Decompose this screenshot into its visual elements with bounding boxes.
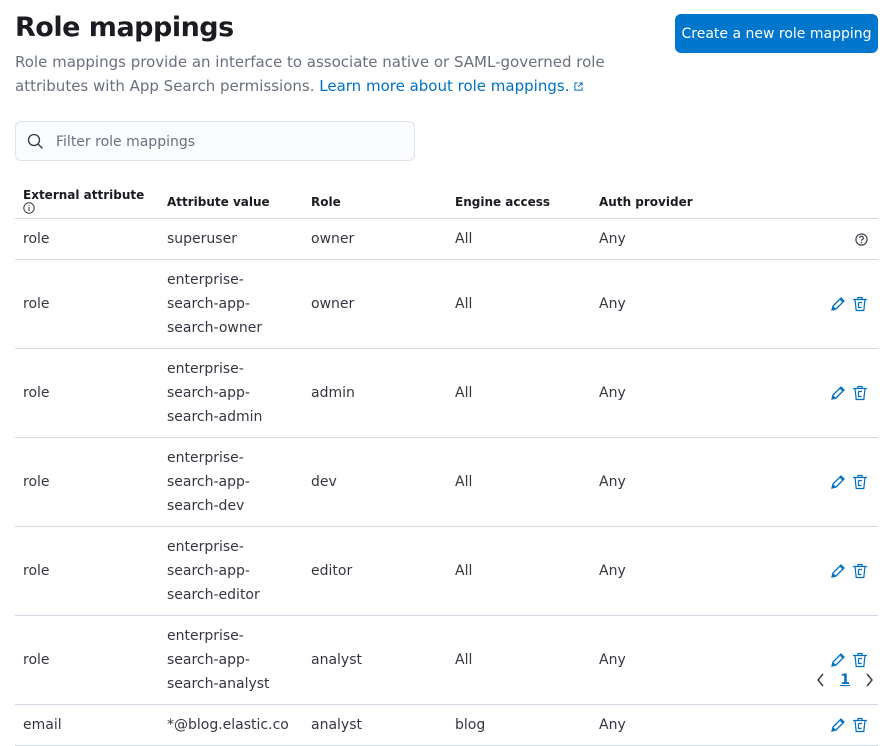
column-label: Role (311, 194, 341, 209)
page-title: Role mappings (15, 12, 234, 43)
row-actions (735, 259, 878, 349)
cell-attribute: email (15, 704, 159, 746)
learn-more-link[interactable]: Learn more about role mappings. (319, 77, 584, 95)
cell-provider: Any (591, 259, 735, 349)
info-icon[interactable] (23, 201, 35, 214)
cell-provider: Any (591, 526, 735, 616)
cell-attribute: role (15, 218, 159, 260)
cell-engines: All (447, 218, 591, 260)
cell-role: analyst (303, 704, 447, 746)
filter-role-mappings-input[interactable] (54, 122, 408, 162)
table-row: role enterprise-​search-​app-​search-​dev… (15, 437, 878, 527)
table-row: role enterprise-​search-​app-​search-​own… (15, 259, 878, 349)
actions-header (735, 185, 878, 219)
cell-role: owner (303, 218, 447, 260)
cell-attribute: role (15, 526, 159, 616)
cell-role: dev (303, 437, 447, 527)
cell-engines: All (447, 348, 591, 438)
delete-icon[interactable] (852, 474, 868, 490)
cell-provider: Any (591, 615, 735, 705)
table-row: role enterprise-​search-​app-​search-​adm… (15, 348, 878, 438)
filter-search-box[interactable] (15, 121, 415, 162)
cell-attribute: role (15, 437, 159, 527)
cell-engines: All (447, 259, 591, 349)
table-row: role enterprise-​search-​app-​search-​edi… (15, 526, 878, 616)
help-icon[interactable] (855, 232, 868, 246)
cell-value: enterprise-​search-​app-​search-​dev (159, 437, 303, 527)
cell-value: superuser (159, 218, 303, 260)
delete-icon[interactable] (852, 652, 868, 668)
edit-icon[interactable] (830, 717, 846, 733)
cell-engines: All (447, 437, 591, 527)
edit-icon[interactable] (830, 474, 846, 490)
row-actions (735, 526, 878, 616)
cell-value: enterprise-​search-​app-​search-​admin (159, 348, 303, 438)
column-header: External attribute (15, 185, 159, 219)
cell-value: enterprise-​search-​app-​search-​owner (159, 259, 303, 349)
column-header: Attribute value (159, 185, 303, 219)
column-label: Engine access (455, 194, 551, 209)
row-actions (735, 615, 878, 705)
edit-icon[interactable] (830, 296, 846, 312)
cell-provider: Any (591, 704, 735, 746)
cell-role: analyst (303, 615, 447, 705)
cell-attribute: role (15, 259, 159, 349)
cell-value: enterprise-​search-​app-​search-​editor (159, 526, 303, 616)
column-label: Auth provider (599, 194, 693, 209)
delete-icon[interactable] (852, 385, 868, 401)
cell-engines: All (447, 615, 591, 705)
edit-icon[interactable] (830, 563, 846, 579)
external-link-icon (574, 82, 584, 91)
delete-icon[interactable] (852, 717, 868, 733)
delete-icon[interactable] (852, 296, 868, 312)
row-actions (735, 704, 878, 746)
table-row: email *@blog.elastic.co analyst blog Any (15, 704, 878, 746)
cell-role: editor (303, 526, 447, 616)
cell-engines: All (447, 526, 591, 616)
cell-provider: Any (591, 348, 735, 438)
row-actions (735, 437, 878, 527)
column-header: Engine access (447, 185, 591, 219)
table-row: role superuser owner All Any (15, 218, 878, 260)
row-actions (735, 218, 878, 260)
previous-page-icon[interactable] (816, 673, 826, 687)
cell-provider: Any (591, 218, 735, 260)
edit-icon[interactable] (830, 385, 846, 401)
cell-engines: blog (447, 704, 591, 746)
delete-icon[interactable] (852, 563, 868, 579)
cell-attribute: role (15, 348, 159, 438)
search-icon (27, 133, 43, 149)
page-description: Role mappings provide an interface to as… (15, 53, 605, 95)
pagination: 1 (816, 672, 874, 688)
column-header: Role (303, 185, 447, 219)
role-mappings-table: External attribute Attribute value Role En… (15, 185, 878, 746)
row-actions (735, 348, 878, 438)
next-page-icon[interactable] (864, 673, 874, 687)
cell-role: owner (303, 259, 447, 349)
column-header: Auth provider (591, 185, 735, 219)
cell-attribute: role (15, 615, 159, 705)
table-row: role enterprise-​search-​app-​search-​ana… (15, 615, 878, 705)
column-label: Attribute value (167, 194, 270, 209)
cell-value: *@blog.elastic.co (159, 704, 303, 746)
create-role-mapping-button[interactable]: Create a new role mapping (675, 14, 878, 53)
cell-provider: Any (591, 437, 735, 527)
edit-icon[interactable] (830, 652, 846, 668)
cell-value: enterprise-​search-​app-​search-​analyst (159, 615, 303, 705)
cell-role: admin (303, 348, 447, 438)
column-label: External attribute (23, 187, 145, 202)
page-number-1[interactable]: 1 (840, 672, 850, 688)
